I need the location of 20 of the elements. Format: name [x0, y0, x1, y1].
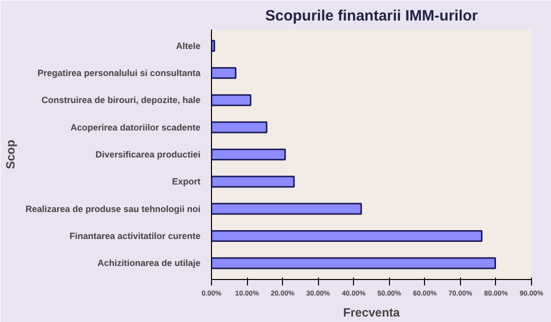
bar: [212, 176, 295, 188]
bar: [212, 257, 496, 270]
bar: [212, 94, 252, 106]
y-tick-label: Altele: [176, 40, 201, 51]
y-axis-title: Scop: [3, 140, 18, 170]
chart-title: Scopurile finantarii IMM-urilor: [265, 8, 478, 24]
y-tick-label: Pregatirea personalului si consultanta: [37, 68, 202, 78]
bar: [212, 67, 236, 79]
bar: [212, 121, 268, 134]
bar: [212, 230, 482, 242]
y-tick-label: Export: [172, 176, 201, 187]
y-tick-label: Acoperirea datoriilor scadente: [70, 122, 201, 132]
y-tick-label: Achizitionarea de utilaje: [97, 258, 201, 268]
bar: [212, 148, 286, 160]
y-tick-label: Diversificarea productiei: [95, 150, 201, 160]
x-axis-title: Frecventa: [343, 306, 400, 320]
y-tick-label: Finantarea activitatilor curente: [69, 231, 201, 242]
y-tick-label: Realizarea de produse sau tehnologii noi: [25, 204, 201, 214]
bar: [212, 202, 362, 215]
y-tick-label: Construirea de birouri, depozite, hale: [41, 95, 201, 106]
